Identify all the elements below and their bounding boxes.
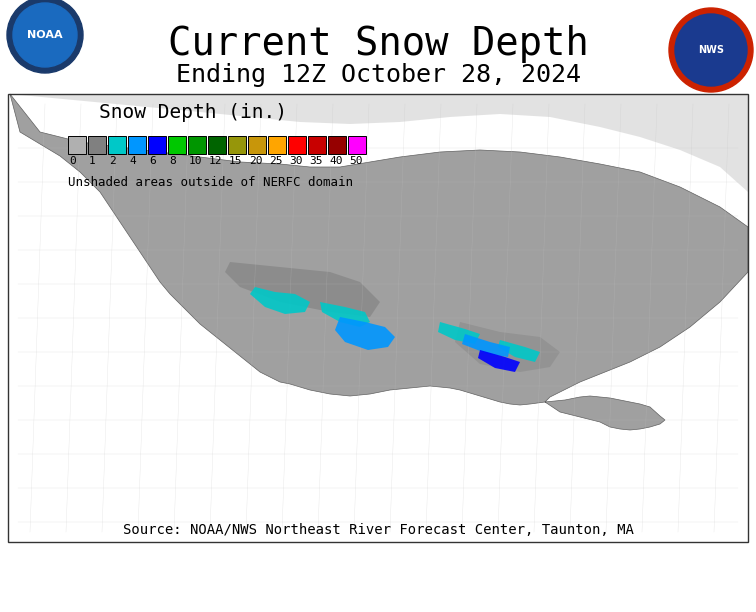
Bar: [308, 136, 326, 154]
Text: NWS: NWS: [698, 45, 724, 55]
Bar: [288, 136, 306, 154]
Bar: [248, 136, 266, 154]
Text: 6: 6: [149, 156, 156, 166]
Text: Ending 12Z October 28, 2024: Ending 12Z October 28, 2024: [175, 63, 581, 87]
Polygon shape: [455, 322, 560, 372]
Bar: [148, 136, 166, 154]
Polygon shape: [438, 322, 480, 344]
Text: Unshaded areas outside of NERFC domain: Unshaded areas outside of NERFC domain: [68, 176, 353, 189]
Text: 0: 0: [69, 156, 76, 166]
Text: 20: 20: [249, 156, 262, 166]
Bar: [128, 136, 146, 154]
Bar: [68, 136, 86, 154]
Bar: [208, 136, 226, 154]
Bar: [168, 136, 186, 154]
Bar: [188, 136, 206, 154]
Bar: [328, 136, 346, 154]
Polygon shape: [250, 287, 310, 314]
Circle shape: [13, 3, 77, 67]
Bar: [268, 136, 286, 154]
Text: 15: 15: [229, 156, 243, 166]
Text: 50: 50: [349, 156, 362, 166]
Text: NOAA: NOAA: [27, 30, 63, 40]
Text: 4: 4: [129, 156, 136, 166]
Polygon shape: [335, 317, 395, 350]
Circle shape: [675, 14, 747, 86]
Bar: [8, 94, 748, 542]
Text: 2: 2: [109, 156, 116, 166]
Text: Current Snow Depth: Current Snow Depth: [168, 25, 588, 63]
Polygon shape: [10, 94, 748, 430]
Circle shape: [7, 0, 83, 73]
Bar: [228, 136, 246, 154]
Polygon shape: [320, 302, 370, 327]
Text: 12: 12: [209, 156, 222, 166]
Text: 25: 25: [269, 156, 283, 166]
Text: 1: 1: [89, 156, 96, 166]
Text: 10: 10: [189, 156, 203, 166]
Bar: [348, 136, 366, 154]
Polygon shape: [478, 350, 520, 372]
Circle shape: [669, 8, 753, 92]
Text: 40: 40: [329, 156, 342, 166]
Text: 30: 30: [289, 156, 302, 166]
Polygon shape: [462, 334, 510, 357]
Bar: [88, 136, 106, 154]
Text: 35: 35: [309, 156, 323, 166]
Bar: [8, 94, 748, 542]
Polygon shape: [10, 94, 748, 192]
Text: 8: 8: [169, 156, 175, 166]
Text: Snow Depth (in.): Snow Depth (in.): [99, 102, 287, 122]
Text: Source: NOAA/NWS Northeast River Forecast Center, Taunton, MA: Source: NOAA/NWS Northeast River Forecas…: [122, 523, 634, 537]
Polygon shape: [498, 340, 540, 362]
Polygon shape: [225, 262, 380, 317]
Bar: [108, 136, 126, 154]
